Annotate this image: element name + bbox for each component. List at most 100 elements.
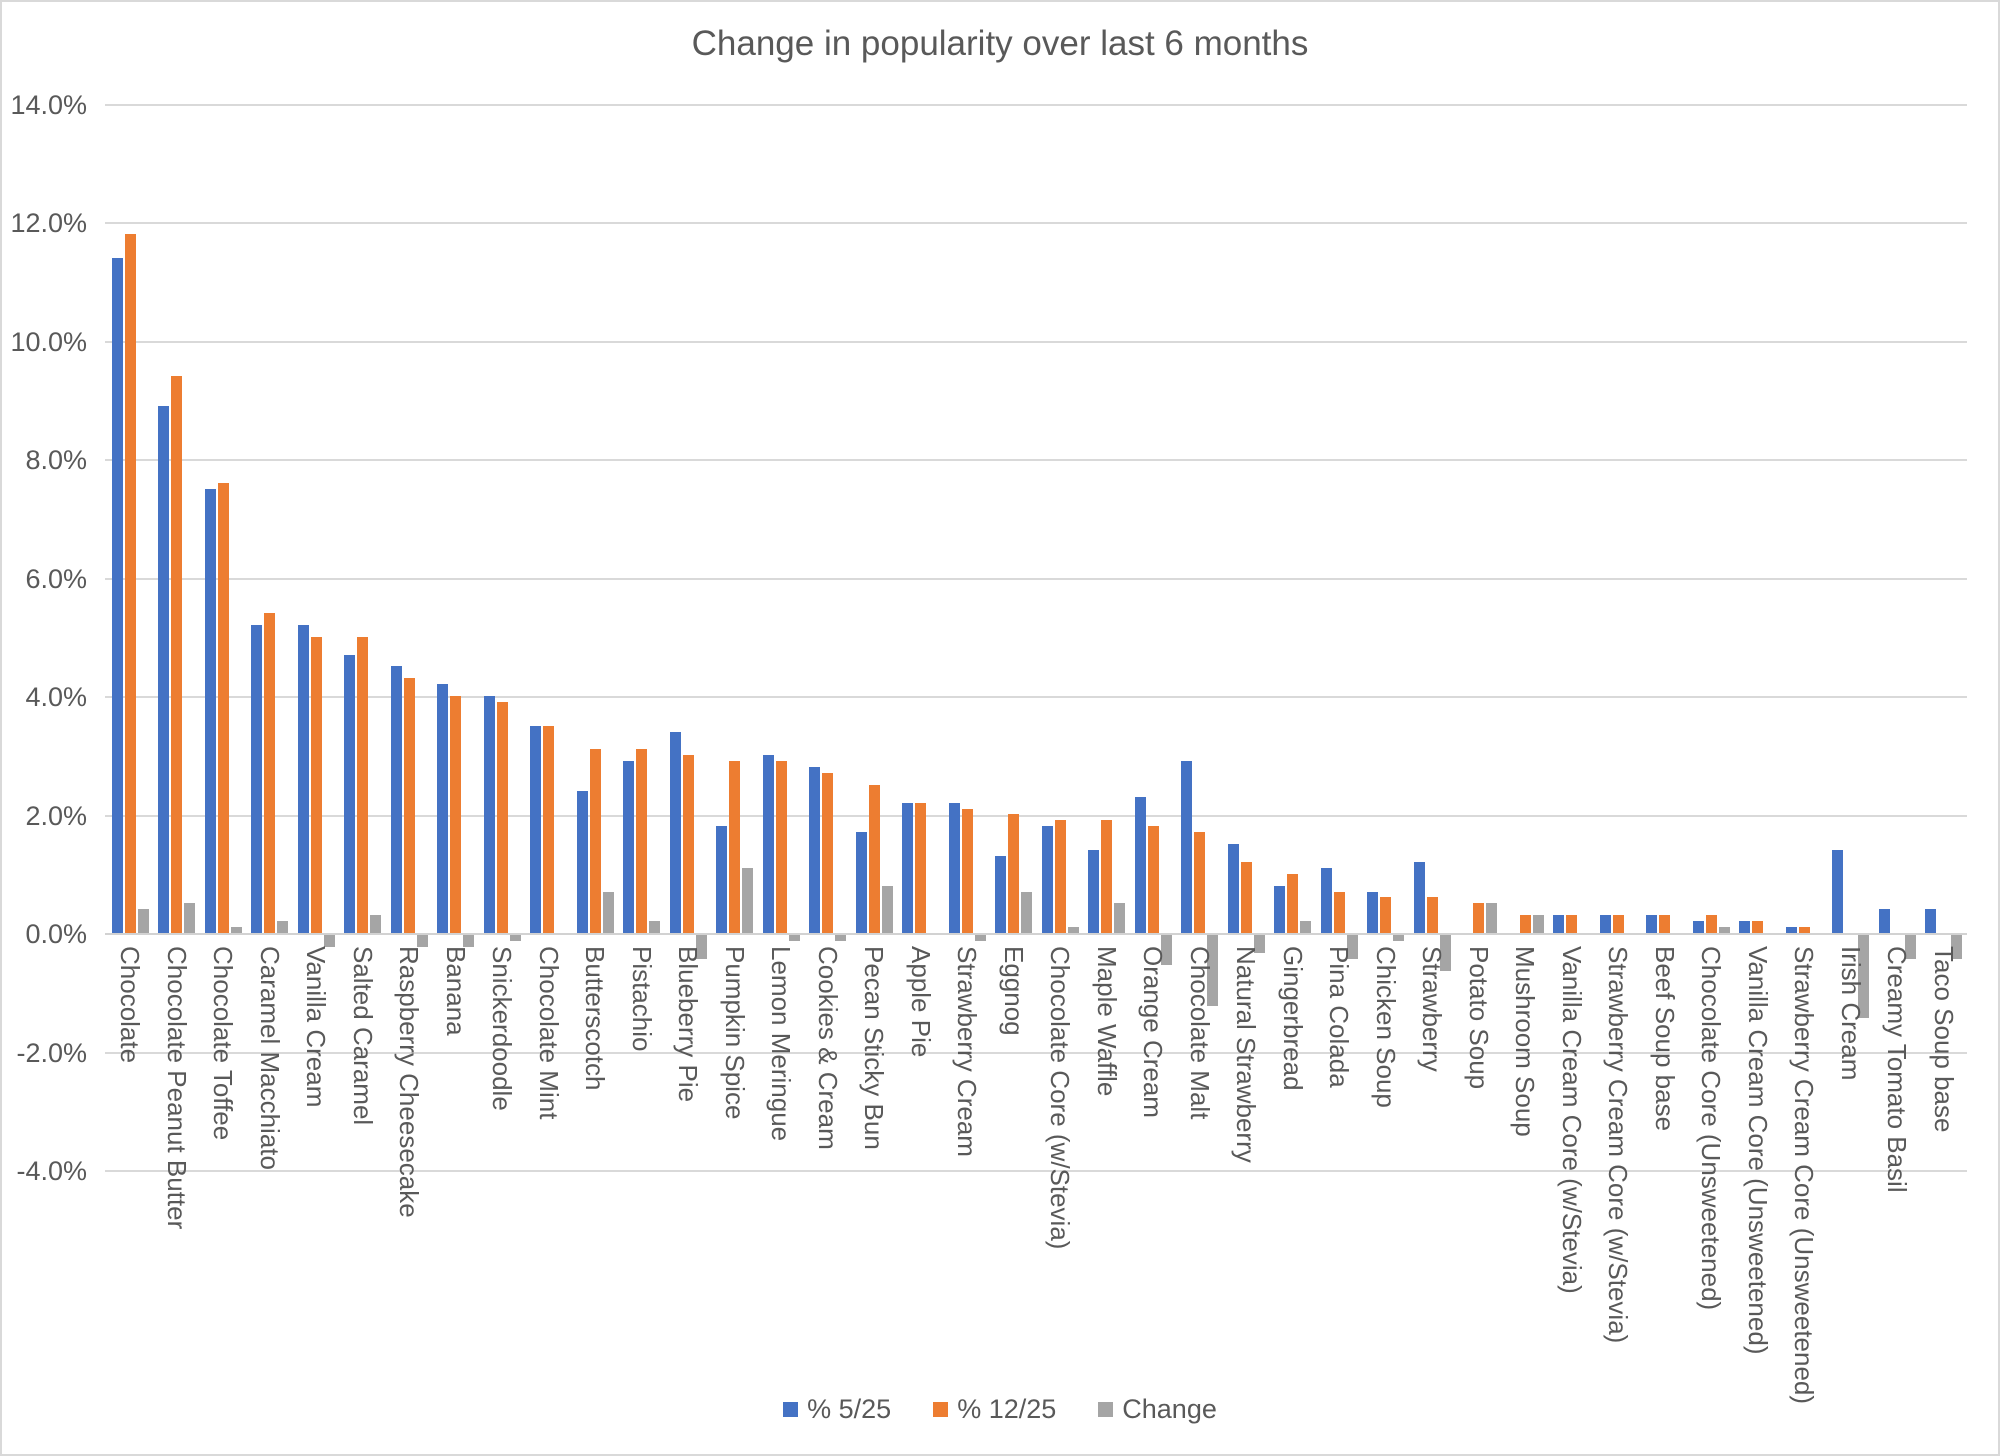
bar-series-2-cat-18 [915, 803, 926, 933]
bar-series-2-cat-8 [450, 696, 461, 933]
bar-series-1-cat-39 [1879, 909, 1890, 933]
bar-series-1-cat-28 [1367, 892, 1378, 933]
bar-series-1-cat-22 [1088, 850, 1099, 933]
y-axis-tick-label: 14.0% [10, 89, 87, 120]
bar-series-3-cat-7 [417, 935, 428, 947]
x-axis-line [105, 933, 1967, 935]
bar-series-1-cat-38 [1832, 850, 1843, 933]
bar-series-1-cat-16 [809, 767, 820, 933]
bar-series-1-cat-13 [670, 732, 681, 933]
bar-series-3-cat-9 [510, 935, 521, 941]
x-axis-category-label: Strawberry Cream Core (Unsweetened) [1789, 946, 1819, 1405]
x-axis-category-label: Chocolate Peanut Butter [162, 946, 192, 1230]
bar-series-1-cat-11 [577, 791, 588, 933]
bar-series-2-cat-36 [1752, 921, 1763, 933]
y-axis-tick-label: 10.0% [10, 326, 87, 357]
bar-series-2-cat-22 [1101, 820, 1112, 933]
bar-series-3-cat-28 [1393, 935, 1404, 941]
x-axis-category-label: Vanilla Cream Core (w/Stevia) [1557, 946, 1587, 1294]
bar-series-3-cat-31 [1533, 915, 1544, 933]
bar-series-2-cat-10 [543, 726, 554, 933]
bar-series-2-cat-14 [729, 761, 740, 933]
legend-item-2: % 12/25 [933, 1394, 1056, 1425]
bar-series-2-cat-16 [822, 773, 833, 933]
bar-series-1-cat-3 [205, 489, 216, 933]
bar-series-3-cat-8 [463, 935, 474, 947]
y-axis-tick-label: -4.0% [16, 1156, 87, 1186]
bar-series-2-cat-30 [1473, 903, 1484, 933]
bar-series-3-cat-14 [742, 868, 753, 933]
bar-series-1-cat-14 [716, 826, 727, 933]
bar-series-3-cat-6 [370, 915, 381, 933]
legend-item-1: % 5/25 [783, 1394, 891, 1425]
bar-series-1-cat-25 [1228, 844, 1239, 933]
bar-series-1-cat-5 [298, 625, 309, 933]
gridline [105, 222, 1967, 224]
bar-series-1-cat-10 [530, 726, 541, 933]
legend-item-3: Change [1098, 1394, 1217, 1425]
bar-series-3-cat-40 [1951, 935, 1962, 959]
bar-series-3-cat-21 [1068, 927, 1079, 933]
bar-series-1-cat-26 [1274, 886, 1285, 933]
bar-series-2-cat-13 [683, 755, 694, 933]
bar-series-2-cat-31 [1520, 915, 1531, 933]
bar-series-3-cat-15 [789, 935, 800, 941]
bar-series-1-cat-17 [856, 832, 867, 933]
bar-series-1-cat-35 [1693, 921, 1704, 933]
bar-series-3-cat-38 [1858, 935, 1869, 1018]
bar-series-2-cat-3 [218, 483, 229, 933]
bar-series-3-cat-24 [1207, 935, 1218, 1006]
chart-title: Change in popularity over last 6 months [691, 24, 1309, 63]
bar-series-3-cat-26 [1300, 921, 1311, 933]
x-axis-category-label: Gingerbread [1278, 946, 1308, 1091]
bar-series-1-cat-23 [1135, 797, 1146, 933]
legend-swatch-2 [933, 1402, 949, 1417]
x-axis-category-label: Chocolate Core (Unsweetened) [1696, 946, 1726, 1311]
bar-series-3-cat-29 [1440, 935, 1451, 971]
bar-series-2-cat-35 [1706, 915, 1717, 933]
x-axis-category-label: Chocolate Mint [534, 946, 564, 1120]
gridline [105, 103, 1967, 106]
x-axis-category-label: Irish Cream [1836, 946, 1866, 1081]
y-axis-tick-label: 8.0% [25, 445, 87, 475]
x-axis-category-label: Strawberry [1417, 946, 1447, 1072]
bar-series-2-cat-37 [1799, 927, 1810, 933]
x-axis-category-label: Taco Soup base [1929, 946, 1959, 1133]
bar-series-1-cat-9 [484, 696, 495, 933]
bar-series-1-cat-12 [623, 761, 634, 933]
legend-swatch-1 [783, 1402, 799, 1417]
x-axis-category-label: Natural Strawberry [1231, 946, 1261, 1163]
gridline [105, 340, 1967, 343]
bar-series-2-cat-20 [1008, 814, 1019, 933]
x-axis-category-label: Potato Soup [1464, 946, 1494, 1090]
bar-series-1-cat-1 [112, 258, 123, 933]
x-axis-category-label: Pumpkin Spice [720, 946, 750, 1120]
y-axis-tick-label: 12.0% [10, 208, 87, 238]
bar-series-3-cat-23 [1161, 935, 1172, 965]
legend-label-3: Change [1122, 1394, 1217, 1424]
x-axis-category-label: Raspberry Cheesecake [394, 946, 424, 1218]
bar-series-2-cat-24 [1194, 832, 1205, 933]
bar-series-2-cat-1 [125, 234, 136, 933]
gridline [105, 577, 1967, 580]
gridline [105, 1051, 1967, 1054]
legend-swatch-3 [1098, 1402, 1114, 1417]
bar-series-1-cat-7 [391, 666, 402, 933]
bar-series-2-cat-27 [1334, 892, 1345, 933]
x-axis-category-label: Caramel Macchiato [255, 946, 285, 1170]
legend-label-1: % 5/25 [807, 1394, 892, 1424]
bar-series-2-cat-2 [171, 376, 182, 933]
bar-series-3-cat-1 [138, 909, 149, 933]
bar-series-2-cat-29 [1427, 897, 1438, 933]
bar-series-1-cat-6 [344, 655, 355, 933]
bar-series-1-cat-20 [995, 856, 1006, 933]
x-axis-category-label: Maple Waffle [1092, 946, 1122, 1097]
bar-series-1-cat-27 [1321, 868, 1332, 933]
bar-series-2-cat-7 [404, 678, 415, 933]
bar-series-3-cat-22 [1114, 903, 1125, 933]
bar-series-2-cat-19 [962, 809, 973, 933]
bar-series-3-cat-20 [1021, 892, 1032, 933]
bar-series-3-cat-4 [277, 921, 288, 933]
x-axis-category-label: Chocolate Core (w/Stevia) [1045, 946, 1075, 1250]
